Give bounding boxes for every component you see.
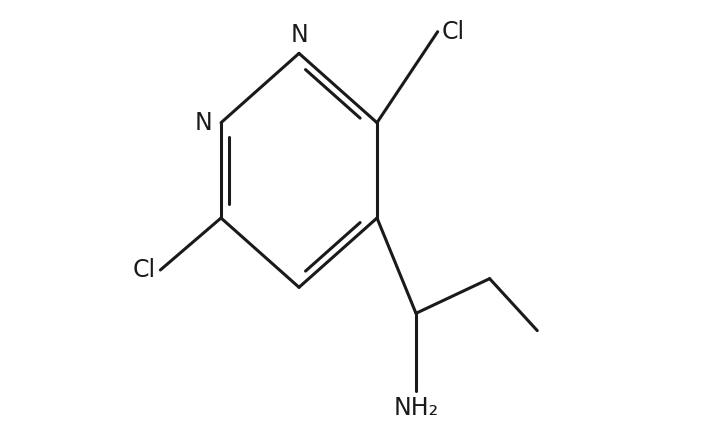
Text: NH₂: NH₂	[393, 395, 439, 419]
Text: N: N	[194, 111, 213, 135]
Text: Cl: Cl	[442, 20, 465, 44]
Text: Cl: Cl	[133, 258, 156, 282]
Text: N: N	[290, 23, 308, 47]
